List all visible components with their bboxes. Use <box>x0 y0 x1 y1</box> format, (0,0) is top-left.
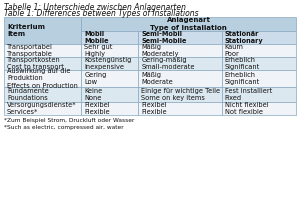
Text: Kaum
Poor: Kaum Poor <box>224 44 243 57</box>
Bar <box>4 44 81 57</box>
Bar <box>138 44 221 57</box>
Text: Fundamente
Foundations: Fundamente Foundations <box>7 88 49 101</box>
Text: Gering
Low: Gering Low <box>84 72 107 85</box>
Text: Tabelle 1: Unterschiede zwischen Anlagenarten: Tabelle 1: Unterschiede zwischen Anlagen… <box>4 2 186 11</box>
Text: Nicht flexibel
Not flexible: Nicht flexibel Not flexible <box>224 102 268 115</box>
Bar <box>81 57 138 70</box>
Text: Kriterium
Item: Kriterium Item <box>7 24 45 37</box>
Bar <box>81 44 138 57</box>
Text: Erheblich
Significant: Erheblich Significant <box>224 72 260 85</box>
Bar <box>138 57 221 70</box>
Bar <box>138 70 221 87</box>
Text: Flexibel
Flexible: Flexibel Flexible <box>84 102 110 115</box>
Text: Transportabel
Transportable: Transportabel Transportable <box>7 44 53 57</box>
Bar <box>221 44 296 57</box>
Text: Sehr gut
Highly: Sehr gut Highly <box>84 44 113 57</box>
Bar <box>221 87 296 102</box>
Text: Mäßig
Moderate: Mäßig Moderate <box>141 72 173 85</box>
Text: Mäßig
Moderately: Mäßig Moderately <box>141 44 179 57</box>
Text: Einige für wichtige Teile
Some on key items: Einige für wichtige Teile Some on key it… <box>141 88 220 101</box>
Bar <box>138 31 221 44</box>
Bar <box>221 31 296 44</box>
Text: Keine
None: Keine None <box>84 88 103 101</box>
Text: *Such as electric, compressed air, water: *Such as electric, compressed air, water <box>4 125 124 130</box>
Bar <box>4 70 81 87</box>
Bar <box>4 102 81 115</box>
Bar <box>138 87 221 102</box>
Text: Mobil
Mobile: Mobil Mobile <box>84 31 109 44</box>
Text: Anlagenart
Type of Installation: Anlagenart Type of Installation <box>150 17 227 31</box>
Text: Fest installiert
Fixed: Fest installiert Fixed <box>224 88 272 101</box>
Bar <box>221 102 296 115</box>
Text: Semi-Mobil
Semi-Mobile: Semi-Mobil Semi-Mobile <box>141 31 187 44</box>
Bar <box>81 87 138 102</box>
Bar <box>4 57 81 70</box>
Bar <box>81 17 296 31</box>
Text: Erheblich
Significant: Erheblich Significant <box>224 57 260 70</box>
Bar <box>81 31 138 44</box>
Text: Auswirkung auf die
Produktion
Effects on Production: Auswirkung auf die Produktion Effects on… <box>7 68 78 89</box>
Text: *Zum Beispiel Strom, Druckluft oder Wasser: *Zum Beispiel Strom, Druckluft oder Wass… <box>4 118 134 123</box>
Bar <box>81 70 138 87</box>
Text: Kostengünstig
Inexpensive: Kostengünstig Inexpensive <box>84 57 132 70</box>
Text: Transportkosten
Cost to transport: Transportkosten Cost to transport <box>7 57 64 70</box>
Bar <box>4 17 81 44</box>
Bar <box>138 102 221 115</box>
Text: Table 1: Differences between Types of Installations: Table 1: Differences between Types of In… <box>4 9 199 19</box>
Text: Flexibel
Flexible: Flexibel Flexible <box>141 102 167 115</box>
Bar <box>221 70 296 87</box>
Bar <box>4 87 81 102</box>
Text: Stationär
Stationary: Stationär Stationary <box>224 31 263 44</box>
Bar <box>81 102 138 115</box>
Text: Versorgungsdienste*
Services*: Versorgungsdienste* Services* <box>7 102 77 115</box>
Bar <box>221 57 296 70</box>
Text: Gering-mäßig
Small-moderate: Gering-mäßig Small-moderate <box>141 57 195 70</box>
